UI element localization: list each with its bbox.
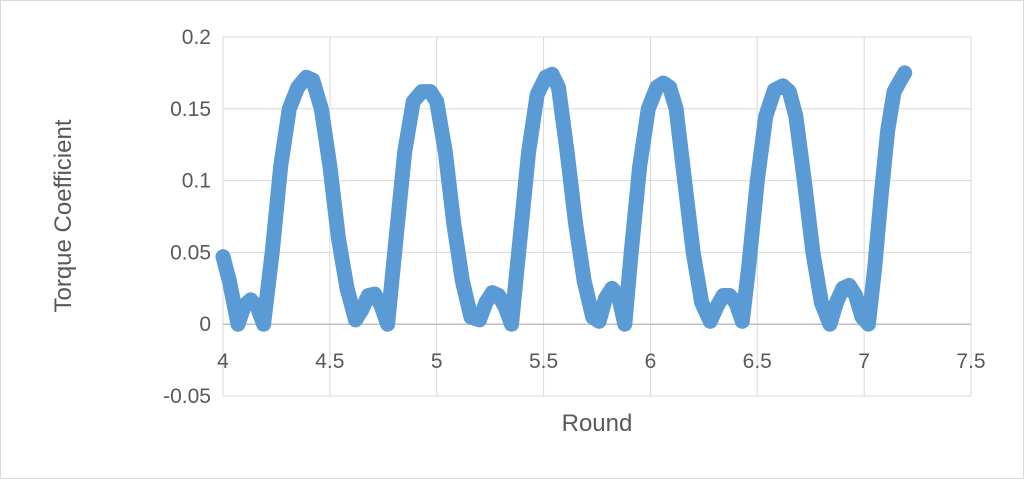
x-tick-label: 6.5 — [743, 350, 772, 373]
y-tick-label: 0.15 — [170, 98, 211, 121]
x-axis-title: Round — [562, 410, 633, 437]
x-tick-label: 5.5 — [529, 350, 558, 373]
x-tick-label: 4.5 — [315, 350, 344, 373]
y-tick-label: 0 — [199, 313, 211, 336]
x-tick-label: 5 — [431, 350, 443, 373]
gridlines — [222, 36, 972, 397]
y-tick-label: 0.2 — [182, 26, 211, 49]
x-tick-label: 4 — [217, 350, 229, 373]
y-axis-title: Torque Coefficient — [50, 119, 77, 312]
x-tick-label: 7 — [858, 350, 870, 373]
tick-labels: 0.2 0.15 0.1 0.05 0 -0.05 4 4.5 5 5.5 6 6.5 7 7.5 — [163, 26, 985, 408]
y-tick-label: -0.05 — [163, 385, 211, 408]
x-tick-label: 6 — [645, 350, 657, 373]
y-tick-label: 0.05 — [170, 241, 211, 264]
x-tick-label: 7.5 — [956, 350, 985, 373]
series-line — [215, 65, 913, 332]
y-tick-label: 0.1 — [182, 170, 211, 193]
series-layer — [215, 65, 913, 332]
